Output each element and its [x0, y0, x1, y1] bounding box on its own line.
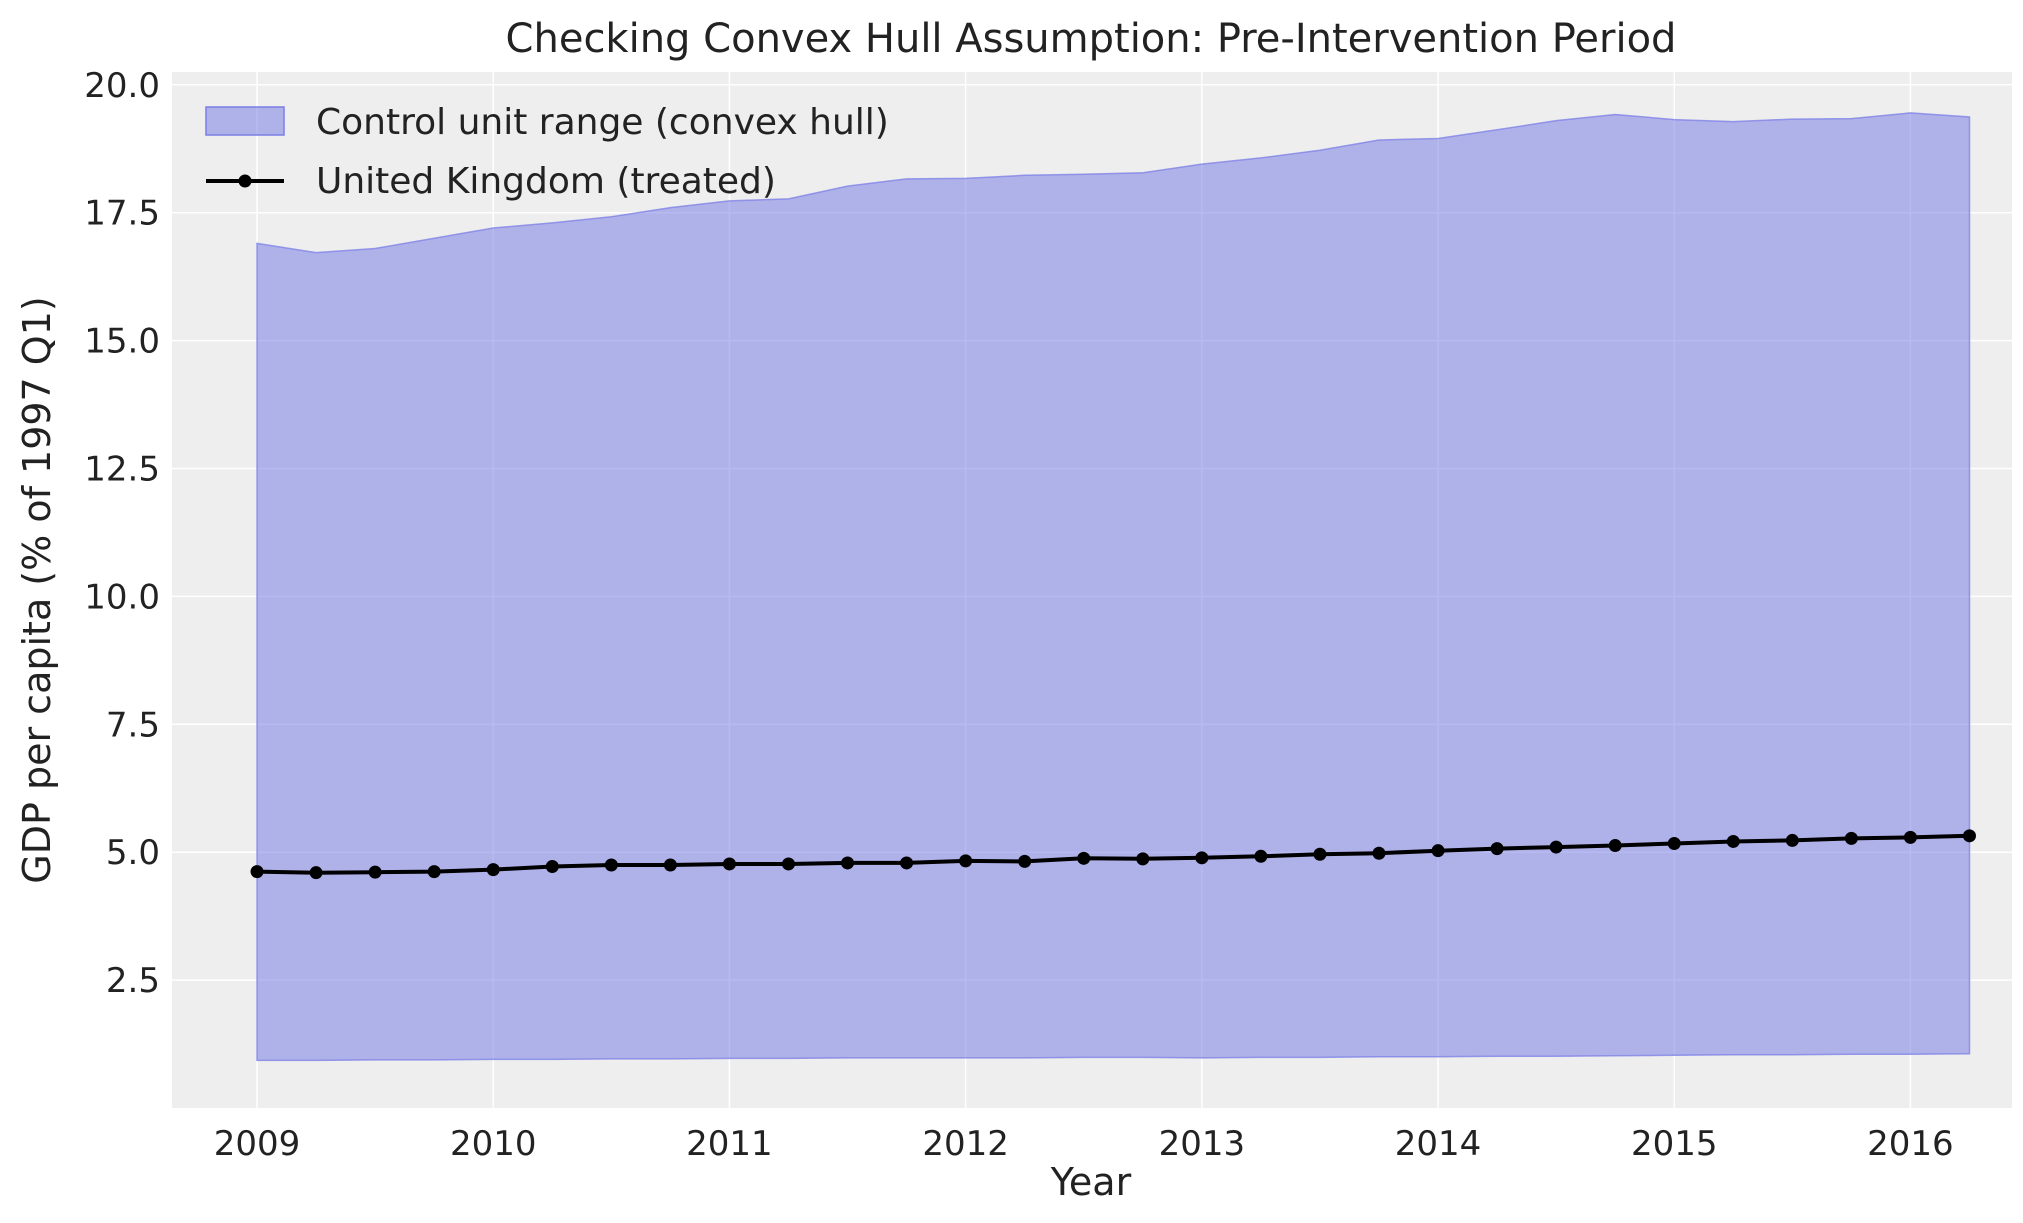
uk-data-point	[1549, 840, 1563, 854]
uk-data-point	[604, 858, 618, 872]
uk-data-point	[959, 854, 973, 868]
y-tick-label: 17.5	[84, 194, 160, 234]
uk-data-point	[1962, 829, 1976, 843]
x-tick-label: 2014	[1395, 1124, 1482, 1164]
uk-data-point	[250, 865, 264, 879]
uk-data-point	[309, 866, 323, 880]
legend-swatch-band	[205, 106, 285, 136]
uk-series-line	[256, 833, 1970, 875]
uk-data-point	[1018, 854, 1032, 868]
uk-data-point	[1785, 833, 1799, 847]
x-tick-label: 2013	[1159, 1124, 1246, 1164]
uk-data-point	[1726, 834, 1740, 848]
uk-data-point	[1077, 851, 1091, 865]
uk-data-point	[722, 857, 736, 871]
y-tick-label: 5.0	[106, 833, 160, 873]
uk-data-point	[486, 863, 500, 877]
uk-data-point	[1844, 831, 1858, 845]
uk-data-point	[427, 865, 441, 879]
legend-label-band: Control unit range (convex hull)	[316, 102, 889, 143]
y-tick-label: 2.5	[106, 961, 160, 1001]
uk-data-point	[1903, 830, 1917, 844]
uk-data-point	[1195, 851, 1209, 865]
uk-data-point	[1490, 842, 1504, 856]
uk-data-point	[841, 856, 855, 870]
uk-data-point	[1136, 852, 1150, 866]
uk-data-point	[781, 857, 795, 871]
y-tick-label: 12.5	[84, 449, 160, 489]
x-tick-label: 2011	[686, 1124, 773, 1164]
x-tick-label: 2010	[450, 1124, 537, 1164]
uk-data-point	[368, 865, 382, 879]
uk-data-point	[1313, 847, 1327, 861]
legend-label-line: United Kingdom (treated)	[316, 161, 776, 202]
uk-data-point	[1667, 837, 1681, 851]
y-tick-label: 7.5	[106, 705, 160, 745]
y-tick-label: 10.0	[84, 577, 160, 617]
x-tick-label: 2012	[922, 1124, 1009, 1164]
x-tick-label: 2009	[214, 1124, 301, 1164]
uk-series-points	[250, 829, 1976, 880]
x-tick-label: 2015	[1631, 1124, 1718, 1164]
x-axis-label: Year	[1050, 1160, 1132, 1204]
convex-hull-band	[256, 112, 1971, 1062]
legend: Control unit range (convex hull) United …	[205, 102, 889, 202]
x-axis-ticks: 2009 2010 2011 2012 2013 2014 2015 2016	[214, 1124, 1954, 1164]
uk-data-point	[900, 856, 914, 870]
uk-data-point	[1608, 839, 1622, 853]
uk-data-point	[545, 860, 559, 874]
y-tick-label: 20.0	[84, 66, 160, 106]
y-axis-ticks: 2.5 5.0 7.5 10.0 12.5 15.0 17.5 20.0	[84, 66, 160, 1001]
uk-data-point	[1431, 844, 1445, 858]
y-axis-label: GDP per capita (% of 1997 Q1)	[15, 296, 59, 883]
uk-data-point	[1254, 849, 1268, 863]
uk-data-point	[663, 858, 677, 872]
chart-title: Checking Convex Hull Assumption: Pre-Int…	[506, 16, 1677, 62]
y-tick-label: 15.0	[84, 322, 160, 362]
x-tick-label: 2016	[1867, 1124, 1954, 1164]
legend-swatch-marker	[238, 174, 252, 188]
uk-data-point	[1372, 846, 1386, 860]
